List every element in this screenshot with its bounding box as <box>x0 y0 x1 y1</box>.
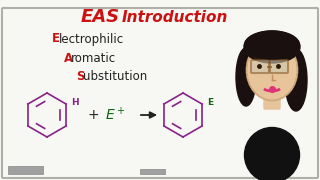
Ellipse shape <box>244 127 300 180</box>
FancyBboxPatch shape <box>2 8 318 178</box>
Bar <box>140 169 165 174</box>
Bar <box>8 166 43 174</box>
FancyBboxPatch shape <box>270 60 288 73</box>
Text: romatic: romatic <box>71 51 116 64</box>
FancyBboxPatch shape <box>251 60 269 73</box>
Text: E: E <box>207 98 213 107</box>
Text: ubstitution: ubstitution <box>83 71 147 84</box>
Ellipse shape <box>236 48 256 106</box>
FancyBboxPatch shape <box>264 89 280 109</box>
Text: H: H <box>71 98 79 107</box>
Ellipse shape <box>285 49 307 111</box>
Text: lectrophilic: lectrophilic <box>59 33 124 46</box>
Ellipse shape <box>246 39 298 101</box>
Text: $E^+$: $E^+$ <box>105 106 125 124</box>
Text: A: A <box>64 51 73 64</box>
Ellipse shape <box>244 31 300 63</box>
Text: +: + <box>87 108 99 122</box>
Text: EAS: EAS <box>80 8 120 26</box>
Ellipse shape <box>247 40 297 100</box>
Text: E: E <box>52 33 60 46</box>
Text: S: S <box>76 71 84 84</box>
Ellipse shape <box>244 31 300 59</box>
Text: Introduction: Introduction <box>122 10 228 24</box>
